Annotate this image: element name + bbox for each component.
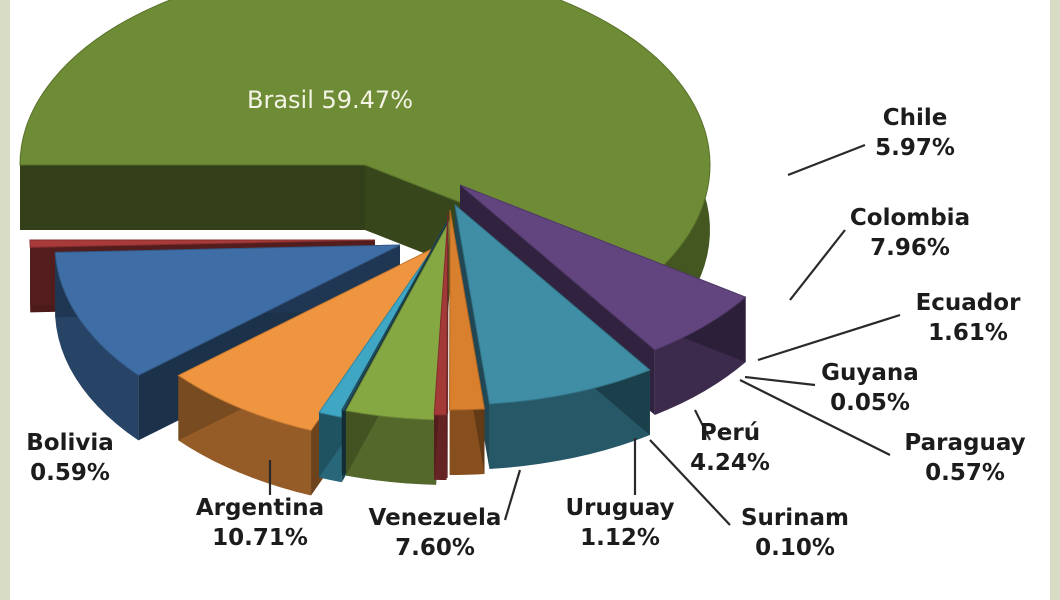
slice-paraguay: [433, 214, 449, 480]
leader-line-surinam: [649, 439, 731, 526]
label-chile: Chile: [883, 105, 948, 131]
leader-line-ecuador: [757, 313, 901, 362]
label-uruguay: Uruguay: [565, 495, 674, 521]
value-bolivia: 0.59%: [30, 460, 110, 486]
leader-line-peru: [694, 409, 711, 441]
value-ecuador: 1.61%: [928, 320, 1008, 346]
label-argentina: Argentina: [196, 495, 324, 521]
label-ecuador: Ecuador: [916, 290, 1022, 316]
slice-guyana: [446, 212, 449, 478]
pie-chart: Brasil 59.47% Chile 5.97% Colombia 7.96% Ecua…: [19, 0, 1026, 561]
leader-line-venezuela: [503, 469, 522, 521]
leader-line-guyana: [744, 375, 816, 387]
value-venezuela: 7.60%: [395, 535, 475, 561]
leader-line-paraguay: [739, 379, 891, 456]
label-surinam: Surinam: [741, 505, 849, 531]
value-peru: 4.24%: [690, 450, 770, 476]
leader-line-colombia: [789, 229, 846, 301]
label-paraguay: Paraguay: [904, 430, 1025, 456]
leader-line-chile: [787, 143, 866, 177]
value-guyana: 0.05%: [830, 390, 910, 416]
label-guyana: Guyana: [821, 360, 919, 386]
value-chile: 5.97%: [875, 135, 955, 161]
value-uruguay: 1.12%: [580, 525, 660, 551]
label-colombia: Colombia: [850, 205, 970, 231]
label-peru: Perú: [700, 420, 760, 446]
value-colombia: 7.96%: [870, 235, 950, 261]
value-argentina: 10.71%: [212, 525, 308, 551]
label-venezuela: Venezuela: [369, 505, 502, 531]
value-surinam: 0.10%: [755, 535, 835, 561]
label-bolivia: Bolivia: [26, 430, 114, 456]
label-brasil: Brasil 59.47%: [247, 86, 413, 114]
slice-ecuador: [449, 209, 486, 475]
value-paraguay: 0.57%: [925, 460, 1005, 486]
